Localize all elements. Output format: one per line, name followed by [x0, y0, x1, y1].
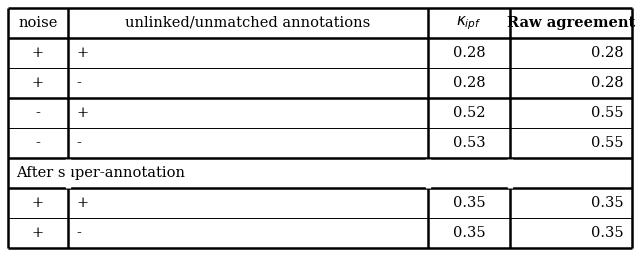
Text: -: - — [36, 136, 40, 150]
Text: 0.35: 0.35 — [452, 226, 485, 240]
Text: +: + — [76, 106, 88, 120]
Text: 0.53: 0.53 — [452, 136, 485, 150]
Text: unlinked/unmatched annotations: unlinked/unmatched annotations — [125, 16, 371, 30]
Text: -: - — [36, 106, 40, 120]
Text: 0.35: 0.35 — [591, 196, 624, 210]
Text: +: + — [76, 46, 88, 60]
Text: +: + — [32, 46, 44, 60]
Text: -: - — [76, 226, 81, 240]
Text: 0.28: 0.28 — [452, 46, 485, 60]
Text: 0.52: 0.52 — [452, 106, 485, 120]
Text: 0.28: 0.28 — [591, 76, 624, 90]
Text: $\kappa_{ipf}$: $\kappa_{ipf}$ — [456, 14, 482, 32]
Text: 0.35: 0.35 — [591, 226, 624, 240]
Text: 0.28: 0.28 — [591, 46, 624, 60]
Text: -: - — [76, 76, 81, 90]
Text: 0.28: 0.28 — [452, 76, 485, 90]
Text: +: + — [32, 76, 44, 90]
Text: Raw agreement: Raw agreement — [507, 16, 635, 30]
Text: 0.35: 0.35 — [452, 196, 485, 210]
Text: +: + — [32, 226, 44, 240]
Text: noise: noise — [19, 16, 58, 30]
Text: 0.55: 0.55 — [591, 136, 624, 150]
Text: +: + — [76, 196, 88, 210]
Text: +: + — [32, 196, 44, 210]
Text: 0.55: 0.55 — [591, 106, 624, 120]
Text: -: - — [76, 136, 81, 150]
Text: After super-annotation: After super-annotation — [16, 166, 185, 180]
